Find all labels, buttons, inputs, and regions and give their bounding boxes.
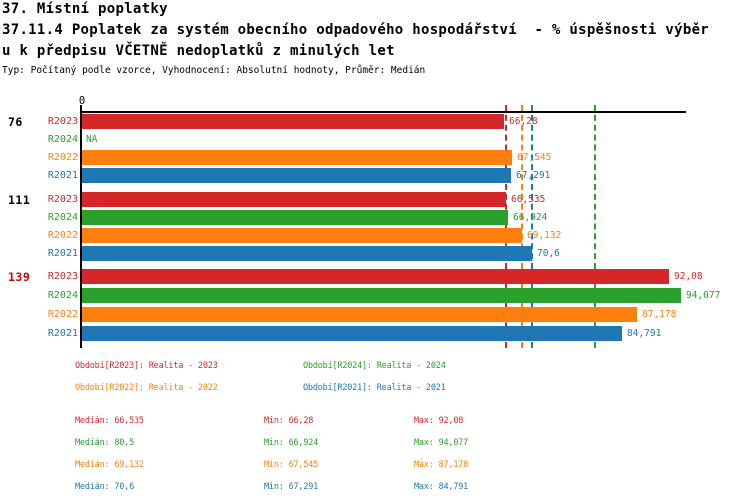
bar-r2024	[82, 210, 508, 225]
stat-median: Medián: 80,5	[75, 438, 135, 448]
stat-min: Min: 67,545	[264, 460, 319, 470]
bar-value-label: 94,077	[686, 290, 721, 301]
median-line-r2024	[594, 105, 596, 348]
bar-row-label: R2023	[47, 271, 78, 282]
bar-value-label: 66,28	[509, 116, 538, 127]
stat-max: Max: 94,077	[414, 438, 469, 448]
bar-value-label: 67,291	[516, 170, 551, 181]
bar-row-label: R2024	[47, 134, 78, 145]
legend-item-r2023: Období[R2023]: Realita - 2023	[75, 361, 218, 371]
stat-median: Medián: 69,132	[75, 460, 144, 470]
bar-r2023	[82, 192, 506, 207]
stat-max: Max: 84,791	[414, 482, 469, 492]
bar-value-label: NA	[86, 134, 98, 145]
group-label: 111	[8, 193, 31, 207]
group-label: 76	[8, 115, 23, 129]
bar-r2024	[82, 288, 681, 303]
bar-value-label: 70,6	[537, 248, 560, 259]
bar-r2022	[82, 150, 512, 165]
bar-value-label: 84,791	[627, 328, 662, 339]
bar-row-label: R2024	[47, 212, 78, 223]
bar-r2022	[82, 228, 522, 243]
median-line-r2022	[521, 105, 523, 348]
chart-subtitle-line1: 37.11.4 Poplatek za systém obecního odpa…	[2, 22, 710, 38]
bar-value-label: 87,178	[642, 309, 677, 320]
bar-r2021	[82, 168, 511, 183]
bar-row-label: R2021	[47, 170, 78, 181]
axis-top-line	[81, 111, 686, 113]
legend-item-r2021: Období[R2021]: Realita - 2021	[303, 383, 446, 393]
stat-min: Min: 66,924	[264, 438, 319, 448]
stat-min: Min: 67,291	[264, 482, 319, 492]
bar-row-label: R2024	[47, 290, 78, 301]
bar-r2021	[82, 326, 622, 341]
median-line-r2023	[505, 105, 507, 348]
bar-value-label: 66,924	[513, 212, 548, 223]
axis-left-line	[80, 111, 82, 348]
axis-zero-label: 0	[78, 95, 86, 107]
legend-item-r2022: Období[R2022]: Realita - 2022	[75, 383, 218, 393]
bar-value-label: 92,08	[674, 271, 703, 282]
bar-row-label: R2023	[47, 116, 78, 127]
bar-value-label: 66,535	[511, 194, 546, 205]
bar-row-label: R2023	[47, 194, 78, 205]
stat-max: Max: 87,178	[414, 460, 469, 470]
bar-row-label: R2022	[47, 152, 78, 163]
median-line-r2021	[531, 105, 533, 348]
bar-row-label: R2022	[47, 230, 78, 241]
stat-median: Medián: 70,6	[75, 482, 135, 492]
bar-value-label: 67,545	[517, 152, 552, 163]
group-label: 139	[8, 270, 31, 284]
axis-zero-tick	[80, 105, 82, 111]
bar-row-label: R2021	[47, 328, 78, 339]
legend-item-r2024: Období[R2024]: Realita - 2024	[303, 361, 446, 371]
stat-median: Medián: 66,535	[75, 416, 144, 426]
bar-row-label: R2021	[47, 248, 78, 259]
chart-meta: Typ: Počítaný podle vzorce, Vyhodnocení:…	[2, 65, 426, 76]
bar-value-label: 69,132	[527, 230, 562, 241]
bar-r2023	[82, 269, 669, 284]
bar-r2021	[82, 246, 532, 261]
chart-title: 37. Místní poplatky	[2, 1, 168, 17]
stat-max: Max: 92,08	[414, 416, 464, 426]
stat-min: Min: 66,28	[264, 416, 314, 426]
chart-subtitle-line2: u k předpisu VČETNĚ nedoplatků z minulýc…	[2, 43, 395, 59]
bar-r2023	[82, 114, 504, 129]
bar-r2022	[82, 307, 637, 322]
bar-row-label: R2022	[47, 309, 78, 320]
